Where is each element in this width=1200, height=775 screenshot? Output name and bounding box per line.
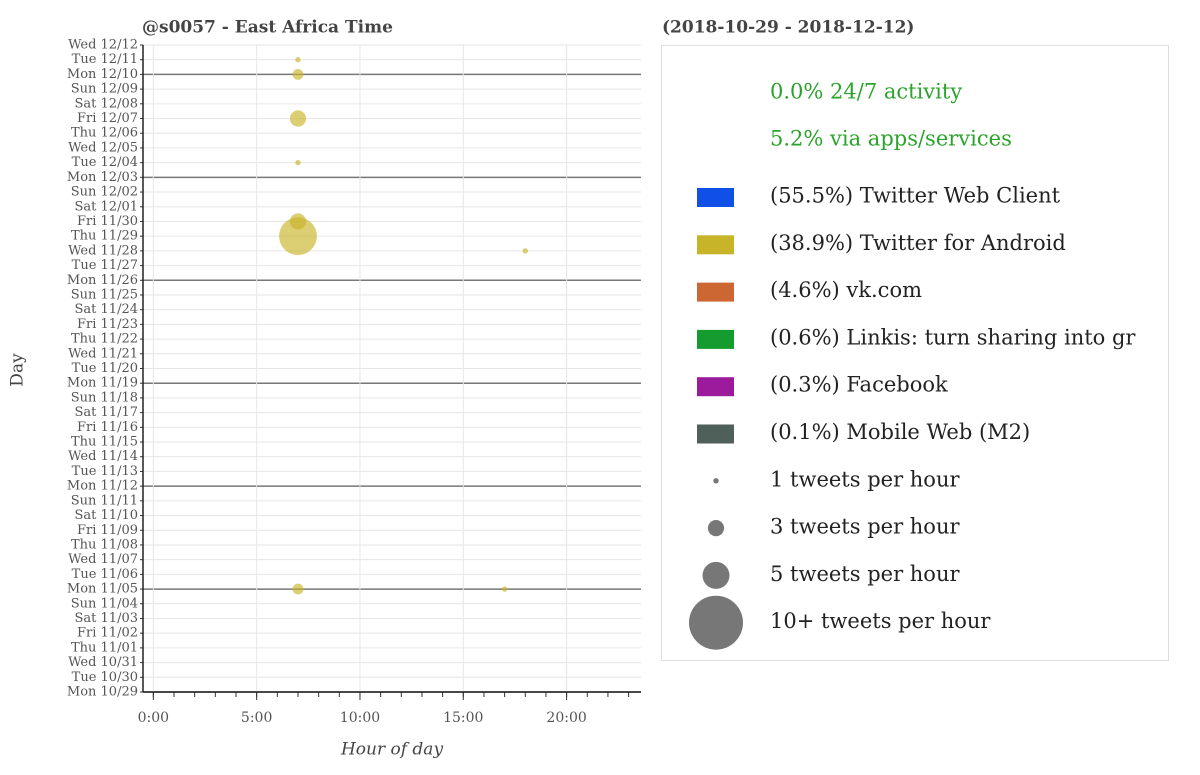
y-tick-label: Wed 11/14	[68, 449, 138, 464]
chart-subtitle: (2018-10-29 - 2018-12-12)	[662, 18, 914, 38]
y-tick-label: Tue 11/27	[72, 258, 138, 273]
y-tick-label: Thu 11/29	[71, 229, 138, 244]
y-tick-label: Wed 10/31	[68, 655, 138, 670]
y-tick-label: Sat 11/17	[75, 405, 138, 420]
legend-label: (4.6%) vk.com	[770, 278, 922, 302]
y-tick-label: Thu 11/22	[71, 332, 138, 347]
legend-label: (0.3%) Facebook	[770, 373, 948, 397]
y-tick-label: Sun 12/02	[71, 185, 138, 200]
y-tick-label: Sun 11/18	[71, 390, 138, 405]
legend-box	[661, 45, 1169, 661]
bubble	[292, 583, 304, 595]
y-tick-label: Sun 11/04	[71, 596, 138, 611]
y-tick-label: Sat 11/24	[75, 302, 138, 317]
y-tick-label: Mon 11/19	[67, 376, 138, 391]
legend-label: (38.9%) Twitter for Android	[770, 231, 1066, 255]
y-tick-label: Tue 10/30	[72, 670, 138, 685]
summary-text: 5.2% via apps/services	[770, 127, 1012, 151]
y-tick-label: Mon 12/10	[67, 67, 138, 82]
chart-title: @s0057 - East Africa Time	[142, 18, 393, 38]
y-tick-label: Tue 11/06	[72, 567, 138, 582]
y-tick-label: Wed 11/28	[68, 243, 138, 258]
y-tick-label: Tue 12/11	[72, 52, 138, 67]
legend-size-label: 5 tweets per hour	[770, 562, 960, 586]
y-tick-label: Wed 12/05	[68, 140, 138, 155]
summary-text: 0.0% 24/7 activity	[770, 80, 962, 104]
y-tick-label: Fri 11/16	[77, 420, 138, 435]
bubble	[292, 69, 304, 80]
y-tick-label: Thu 11/15	[71, 435, 138, 450]
legend-size	[707, 520, 725, 537]
legend-label: (0.6%) Linkis: turn sharing into gr	[770, 325, 1136, 349]
bubble	[522, 248, 528, 254]
y-tick-label: Sat 11/03	[75, 611, 138, 626]
y-tick-label: Sat 12/01	[75, 199, 138, 214]
y-tick-label: Sun 11/25	[71, 287, 138, 302]
legend-size	[713, 478, 719, 484]
legend: 0.0% 24/7 activity 5.2% via apps/services…	[689, 80, 1136, 650]
y-tick-label: Mon 11/12	[67, 479, 138, 494]
legend-size	[702, 561, 730, 589]
legend-label: (55.5%) Twitter Web Client	[770, 184, 1061, 208]
y-tick-label: Mon 12/03	[67, 170, 138, 185]
x-tick-label: 20:00	[546, 710, 586, 726]
legend-size-label: 1 tweets per hour	[770, 467, 960, 491]
legend-swatch	[697, 188, 734, 207]
y-tick-label: Sun 12/09	[71, 82, 138, 97]
y-tick-label: Wed 11/07	[68, 552, 138, 567]
bubble	[295, 159, 301, 166]
bubble	[295, 57, 301, 63]
y-tick-label: Tue 11/13	[72, 464, 138, 479]
x-axis-label: Hour of day	[340, 740, 443, 760]
y-tick-label: Wed 12/12	[68, 38, 138, 53]
y-tick-label: Mon 11/26	[67, 273, 138, 288]
y-tick-label: Mon 11/05	[67, 582, 138, 597]
legend-swatch	[697, 329, 734, 349]
y-tick-label: Fri 11/02	[77, 626, 138, 641]
legend-swatch	[697, 235, 734, 255]
bubble	[279, 217, 317, 256]
bubble	[501, 586, 508, 592]
y-tick-label: Fri 11/09	[77, 523, 138, 538]
y-tick-label: Tue 11/20	[72, 361, 138, 376]
legend-size-label: 10+ tweets per hour	[770, 609, 991, 633]
y-tick-label: Sat 12/08	[75, 96, 138, 111]
legend-swatch	[697, 377, 734, 397]
legend-size-label: 3 tweets per hour	[770, 515, 960, 539]
y-tick-label: Fri 11/30	[77, 214, 138, 229]
x-tick-label: 5:00	[241, 710, 272, 726]
legend-label: (0.1%) Mobile Web (M2)	[770, 420, 1030, 444]
x-tick-label: 10:00	[340, 710, 380, 726]
y-tick-label: Thu 12/06	[71, 126, 138, 141]
y-tick-label: Mon 10/29	[67, 685, 138, 700]
y-tick-label: Fri 12/07	[77, 111, 138, 126]
y-axis-label: Day	[8, 353, 28, 387]
y-tick-label: Sun 11/11	[71, 493, 138, 508]
legend-swatch	[697, 282, 734, 302]
y-tick-label: Sat 11/10	[75, 508, 138, 523]
y-tick-label: Thu 11/08	[71, 537, 138, 552]
legend-size	[689, 595, 743, 650]
x-tick-label: 15:00	[443, 710, 483, 726]
bubble	[289, 110, 307, 127]
legend-swatch	[697, 424, 734, 444]
y-tick-label: Tue 12/04	[72, 155, 138, 170]
y-tick-label: Fri 11/23	[77, 317, 138, 332]
y-tick-label: Wed 11/21	[68, 346, 138, 361]
x-tick-label: 0:00	[138, 710, 169, 726]
y-tick-label: Thu 11/01	[71, 640, 138, 655]
